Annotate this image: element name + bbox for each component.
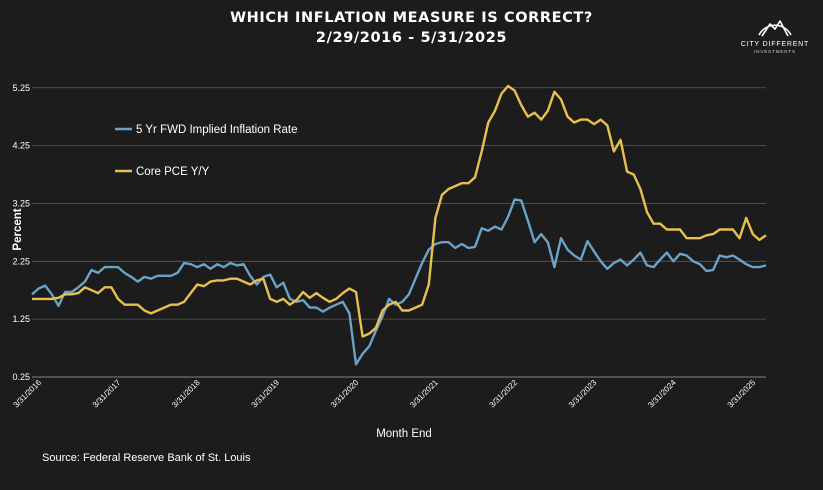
x-tick-label: 3/31/2023 <box>567 378 599 410</box>
series-line-2 <box>32 84 767 338</box>
x-tick-label: 3/31/2017 <box>91 378 123 410</box>
brand-name: CITY DIFFERENT <box>740 41 810 48</box>
x-tick-label: 3/31/2016 <box>11 378 43 410</box>
y-tick-label: 2.25 <box>12 256 30 266</box>
chart-title: WHICH INFLATION MEASURE IS CORRECT? <box>230 10 593 26</box>
brand-tagline: INVESTMENTS <box>754 49 796 54</box>
x-axis-title: Month End <box>376 428 432 440</box>
source-note: Source: Federal Reserve Bank of St. Loui… <box>42 452 251 464</box>
y-tick-label: 4.25 <box>12 141 30 151</box>
x-tick-label: 3/31/2024 <box>646 378 678 410</box>
x-tick-label: 3/31/2025 <box>726 378 758 410</box>
x-tick-label: 3/31/2018 <box>170 378 202 410</box>
x-tick-label: 3/31/2019 <box>250 378 282 410</box>
y-tick-label: 3.25 <box>12 198 30 208</box>
x-tick-label: 3/31/2022 <box>488 378 520 410</box>
legend-label-2: Core PCE Y/Y <box>136 166 210 178</box>
y-tick-label: 1.25 <box>12 314 30 324</box>
brand-logo: CITY DIFFERENT INVESTMENTS <box>735 10 815 66</box>
y-axis-title: Percent <box>12 208 24 250</box>
y-tick-label: 0.25 <box>12 372 30 382</box>
chart-subtitle: 2/29/2016 - 5/31/2025 <box>315 30 508 46</box>
x-tick-label: 3/31/2020 <box>329 378 361 410</box>
x-tick-label: 3/31/2021 <box>408 378 440 410</box>
series-line-1 <box>31 198 767 366</box>
mountain-logo-icon <box>758 20 792 37</box>
legend-label-1: 5 Yr FWD Implied Inflation Rate <box>136 124 298 136</box>
y-tick-label: 5.25 <box>12 83 30 93</box>
